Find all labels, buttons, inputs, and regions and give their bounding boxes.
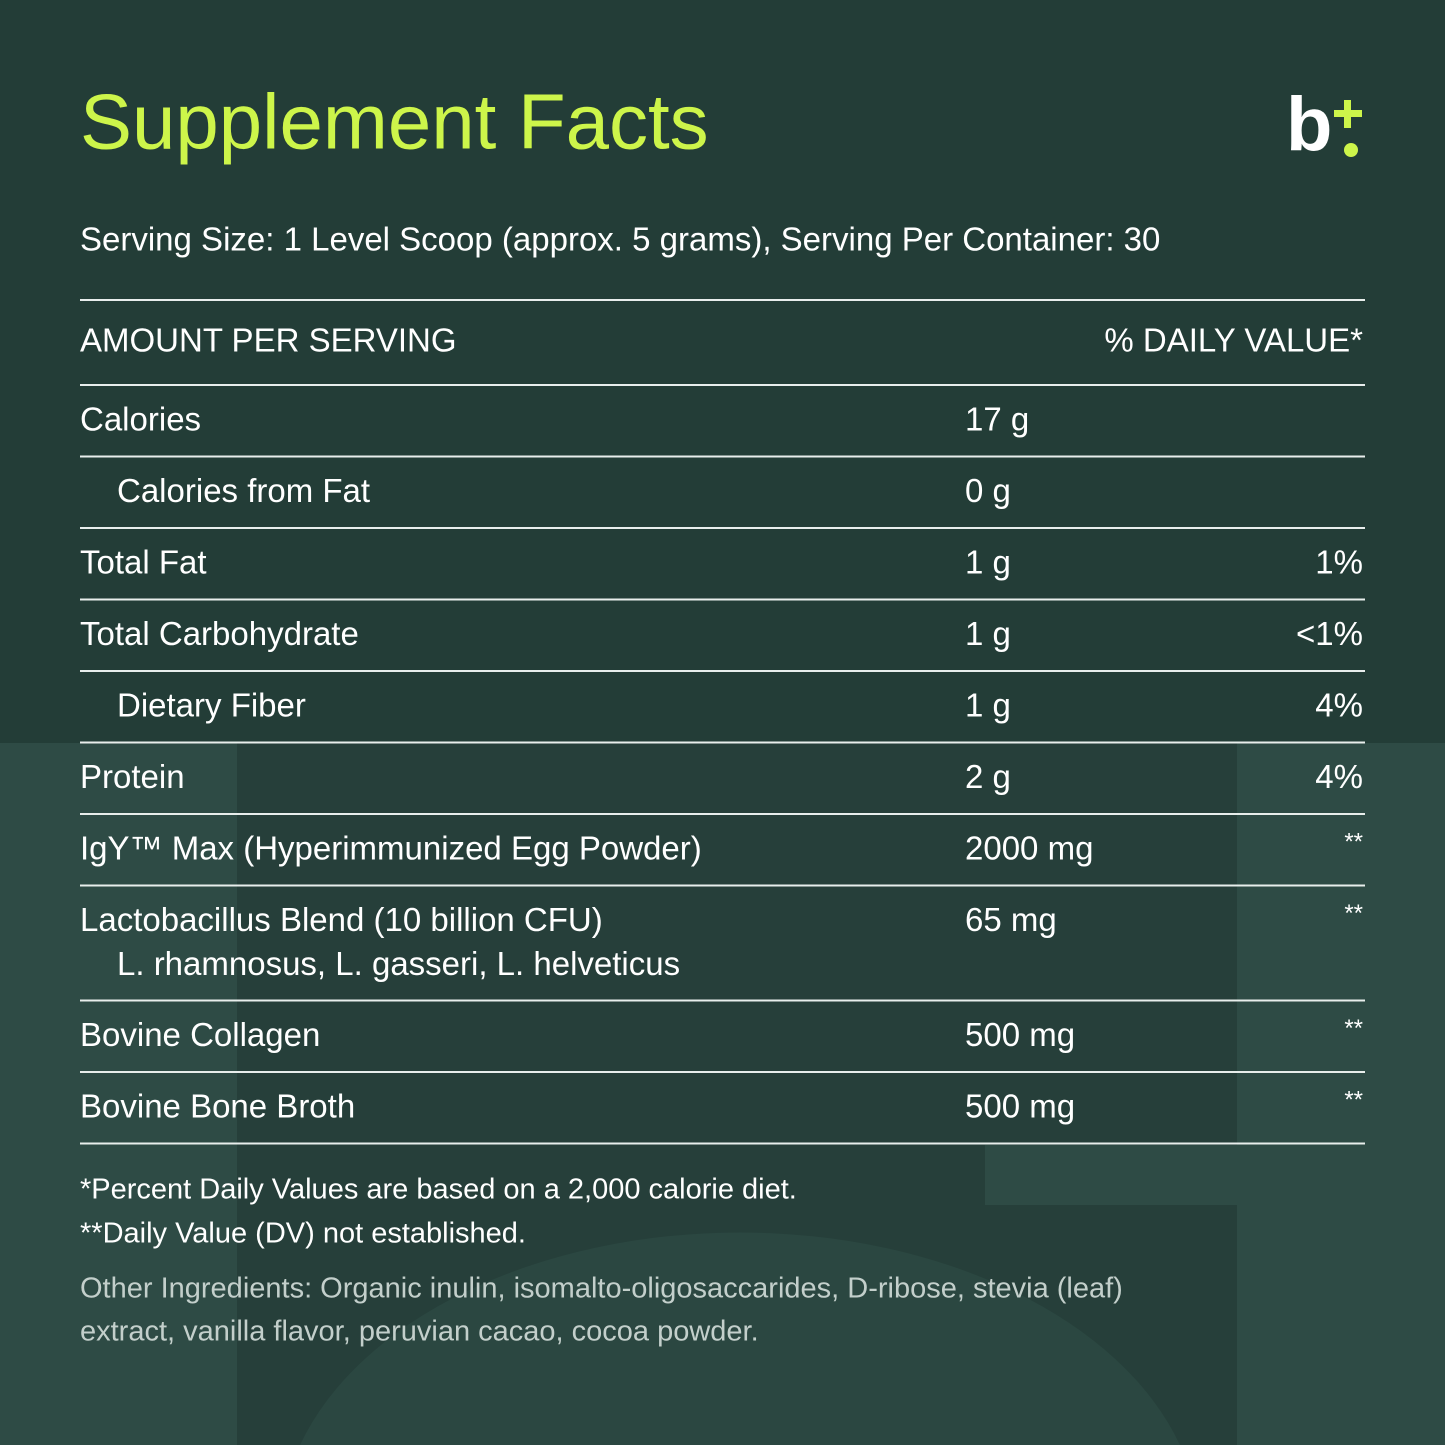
amount: 500 mg — [965, 1088, 1075, 1125]
amount: 500 mg — [965, 1016, 1075, 1053]
column-header: AMOUNT PER SERVING — [80, 322, 457, 359]
other-ingredients: Other Ingredients: Organic inulin, isoma… — [80, 1273, 1123, 1305]
daily-value: ** — [1344, 1086, 1363, 1113]
daily-value: 1% — [1315, 544, 1363, 581]
amount: 65 mg — [965, 901, 1057, 938]
amount: 17 g — [965, 401, 1029, 438]
amount: 1 g — [965, 615, 1011, 652]
nutrient-name: IgY™ Max (Hyperimmunized Egg Powder) — [80, 830, 702, 867]
logo: b — [1286, 82, 1332, 167]
decor-bowl — [300, 1232, 1180, 1445]
serving: Serving Size: 1 Level Scoop (approx. 5 g… — [80, 221, 1160, 258]
logo-dot — [1344, 143, 1358, 157]
amount: 2000 mg — [965, 830, 1093, 867]
nutrient-name: Bovine Collagen — [80, 1016, 320, 1053]
daily-value: <1% — [1296, 615, 1363, 652]
daily-value: ** — [1344, 1015, 1363, 1042]
daily-value: ** — [1344, 828, 1363, 855]
amount: 1 g — [965, 687, 1011, 724]
column-header: % DAILY VALUE* — [1104, 322, 1363, 359]
amount: 2 g — [965, 758, 1011, 795]
logo-plus-h — [1334, 110, 1362, 117]
amount: 0 g — [965, 472, 1011, 509]
amount: 1 g — [965, 544, 1011, 581]
footnote: *Percent Daily Values are based on a 2,0… — [80, 1174, 797, 1206]
other-ingredients: extract, vanilla flavor, peruvian cacao,… — [80, 1316, 759, 1348]
nutrient-name: Protein — [80, 758, 185, 795]
footnote: **Daily Value (DV) not established. — [80, 1218, 526, 1250]
daily-value: 4% — [1315, 758, 1363, 795]
nutrient-name: Lactobacillus Blend (10 billion CFU) — [80, 901, 603, 938]
nutrient-name: Total Fat — [80, 544, 207, 581]
nutrient-name: Dietary Fiber — [117, 687, 306, 724]
nutrient-detail: L. rhamnosus, L. gasseri, L. helveticus — [117, 945, 680, 982]
decor-notch — [985, 1145, 1237, 1205]
title: Supplement Facts — [80, 78, 709, 166]
daily-value: ** — [1344, 900, 1363, 927]
nutrient-name: Calories from Fat — [117, 472, 370, 509]
daily-value: 4% — [1315, 687, 1363, 724]
nutrient-name: Bovine Bone Broth — [80, 1088, 355, 1125]
nutrient-name: Calories — [80, 401, 201, 438]
nutrient-name: Total Carbohydrate — [80, 615, 359, 652]
